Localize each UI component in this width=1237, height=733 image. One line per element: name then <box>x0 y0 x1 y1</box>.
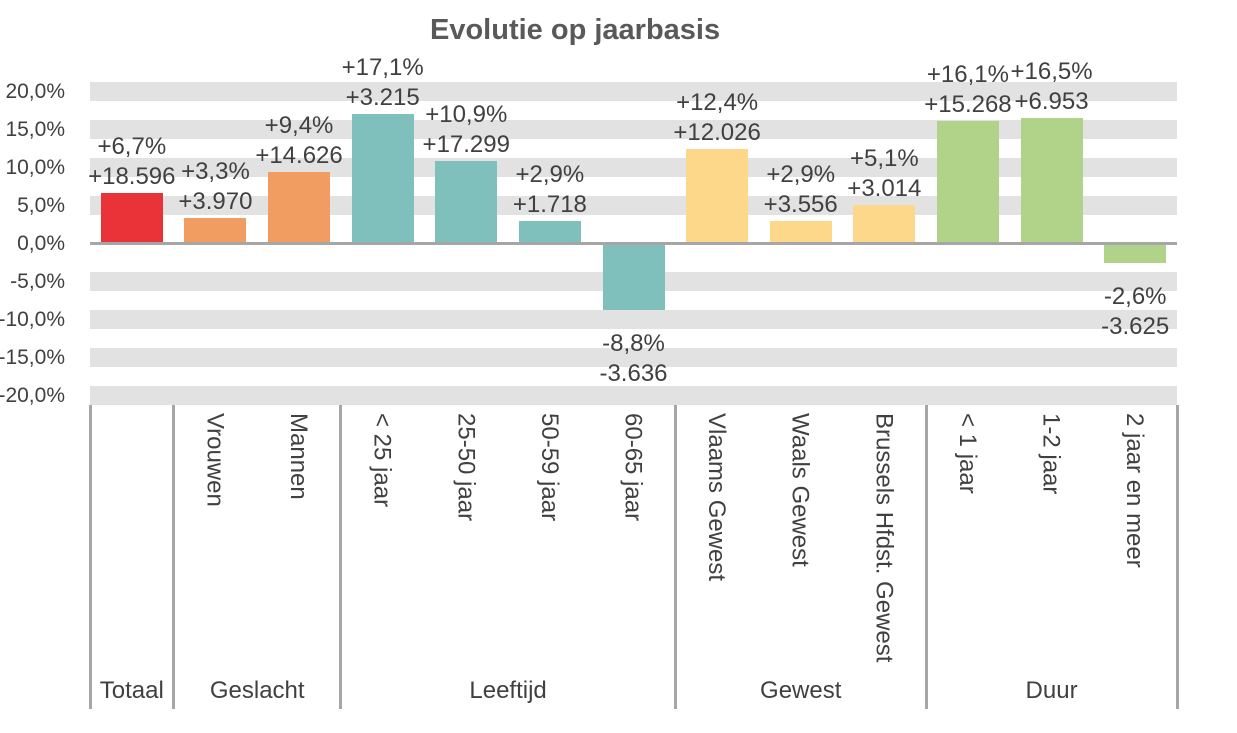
chart-title: Evolutie op jaarbasis <box>430 14 721 46</box>
group-label: Duur <box>1025 677 1078 704</box>
group-separator <box>339 405 343 709</box>
category-label: < 1 jaar <box>953 413 981 494</box>
category-label: 60-65 jaar <box>619 413 647 522</box>
bar-pct-label: +3,3% <box>181 158 250 186</box>
y-axis-tick-label: 20,0% <box>5 79 65 103</box>
bar-pct-label: +16,1% <box>926 61 1009 89</box>
group-separator <box>673 405 677 709</box>
bar <box>686 149 749 244</box>
bar <box>184 218 247 244</box>
bar <box>602 243 665 311</box>
y-axis-tick-label: 0,0% <box>17 231 65 255</box>
bar-pct-label: -8,8% <box>602 330 665 358</box>
x-axis-line <box>90 242 1177 245</box>
bar-abs-label: -3.636 <box>599 360 668 388</box>
bar <box>268 172 331 244</box>
bar-data-label: +5,1% +3.014 <box>794 144 974 204</box>
bar-abs-label: +3.970 <box>178 188 253 216</box>
bar-pct-label: +2,9% <box>515 161 585 189</box>
category-label: < 25 jaar <box>368 413 396 508</box>
category-label: 2 jaar en meer <box>1121 413 1149 568</box>
bar-abs-label: +6.953 <box>1014 88 1089 116</box>
bar-abs-label: +3.556 <box>763 191 838 219</box>
category-label: Vrouwen <box>201 413 229 507</box>
bar-abs-label: +3.014 <box>847 174 922 202</box>
bar-data-label: -8,8% -3.636 <box>544 329 724 389</box>
group-label: Geslacht <box>209 677 305 704</box>
bar-data-label: +16,1% +15.268 <box>878 60 1058 120</box>
bar-abs-label: +3.215 <box>345 83 420 111</box>
gridline-band <box>90 310 1177 329</box>
bar-pct-label: -2,6% <box>1103 283 1167 311</box>
category-label: 50-59 jaar <box>535 413 563 522</box>
bar-abs-label: -3.625 <box>1101 313 1170 341</box>
bar-pct-label: +16,5% <box>1010 58 1093 86</box>
group-separator <box>1175 405 1179 709</box>
category-label: 25-50 jaar <box>452 413 480 522</box>
group-label: Gewest <box>760 677 842 704</box>
y-axis-tick-label: 5,0% <box>17 193 65 217</box>
bar-data-label: +10,9% +17.299 <box>376 100 556 160</box>
bar-data-label: +9,4% +14.626 <box>209 111 389 171</box>
category-label: Mannen <box>285 413 313 500</box>
bar-pct-label: +2,9% <box>766 161 836 189</box>
group-separator <box>172 405 176 709</box>
bar <box>100 192 163 244</box>
bar-data-label: -2,6% -3.625 <box>1045 282 1225 342</box>
bar-data-label: +12,4% +12.026 <box>627 88 807 148</box>
bar-data-label: +17,1% +3.215 <box>293 53 473 113</box>
bar-pct-label: +6,7% <box>97 132 167 160</box>
bar <box>435 160 498 244</box>
bar-pct-label: +9,4% <box>264 112 334 140</box>
bar <box>1104 243 1167 264</box>
bar-pct-label: +12,4% <box>676 89 759 117</box>
bar <box>853 204 916 244</box>
y-axis-tick-label: -5,0% <box>10 269 65 293</box>
bar-abs-label: +14.626 <box>255 142 343 170</box>
gridline-band <box>90 386 1177 405</box>
category-label: Waals Gewest <box>786 413 814 567</box>
bar-data-label: +2,9% +1.718 <box>460 160 640 220</box>
bar <box>518 221 581 244</box>
category-label: Vlaams Gewest <box>703 413 731 582</box>
y-axis-tick-label: 10,0% <box>5 155 65 179</box>
category-label: Brussels Hfdst. Gewest <box>870 413 898 663</box>
group-separator <box>924 405 928 709</box>
bar-data-label: +6,7% +18.596 <box>42 132 222 192</box>
bar <box>936 121 999 244</box>
y-axis-tick-label: 15,0% <box>5 117 65 141</box>
bar-data-label: +3,3% +3.970 <box>125 157 305 217</box>
bar-pct-label: +5,1% <box>849 144 919 172</box>
group-label: Totaal <box>99 677 164 704</box>
bar <box>769 221 832 244</box>
bar-pct-label: +17,1% <box>341 53 424 81</box>
y-axis-tick-label: -10,0% <box>0 307 65 331</box>
bar <box>1020 118 1083 244</box>
bar-abs-label: +12.026 <box>673 119 761 147</box>
gridline-band <box>90 82 1177 101</box>
group-separator <box>88 405 92 709</box>
gridline-band <box>90 348 1177 367</box>
bar-data-label: +2,9% +3.556 <box>711 160 891 220</box>
bar-abs-label: +15.268 <box>924 91 1012 119</box>
y-axis-tick-label: -20,0% <box>0 383 65 407</box>
bar-data-label: +16,5% +6.953 <box>962 57 1142 117</box>
category-label: 1-2 jaar <box>1037 413 1065 495</box>
group-label: Leeftijd <box>469 677 547 704</box>
y-axis-tick-label: -15,0% <box>0 345 65 369</box>
bar <box>351 113 414 244</box>
bar-abs-label: +17.299 <box>422 130 510 158</box>
bar-abs-label: +1.718 <box>512 191 587 219</box>
bar-abs-label: +18.596 <box>88 162 176 190</box>
bar-pct-label: +10,9% <box>425 100 508 128</box>
